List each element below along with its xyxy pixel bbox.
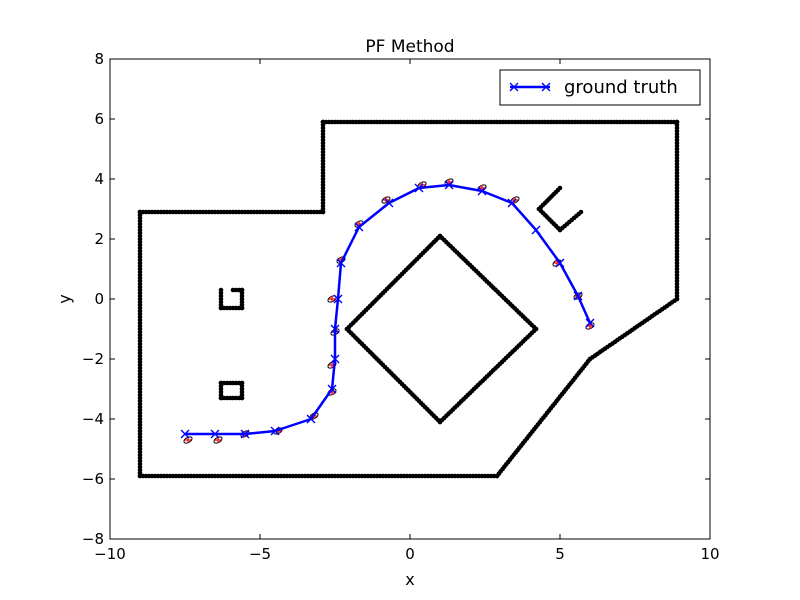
particle-estimate-mark [185, 437, 191, 443]
map-point [578, 209, 584, 215]
chart-title: PF Method [365, 37, 454, 57]
map-point [437, 233, 443, 239]
y-tick-label: 4 [94, 170, 104, 188]
ground-truth-point [354, 222, 364, 232]
x-tick-label: −5 [249, 545, 271, 563]
y-tick-label: −8 [82, 530, 104, 548]
ground-truth-point [585, 318, 595, 328]
map-point [137, 473, 143, 479]
map-point [218, 380, 224, 386]
ground-truth-point [210, 429, 220, 439]
x-tick-label: 0 [405, 545, 415, 563]
ground-truth-series [180, 180, 595, 439]
y-tick-label: 6 [94, 110, 104, 128]
y-tick-label: 0 [94, 290, 104, 308]
ground-truth-point [477, 186, 487, 196]
x-tick-label: −10 [94, 545, 126, 563]
ground-truth-point [384, 198, 394, 208]
y-tick-label: −6 [82, 470, 104, 488]
legend-marker-swatch [509, 82, 551, 92]
ground-truth-point [555, 258, 565, 268]
ground-truth-point [336, 258, 346, 268]
axis-ticks: −10 −5 0 5 10 −8 −6 −4 −2 0 2 4 6 8 [82, 50, 720, 563]
legend: ground truth [499, 69, 701, 106]
ground-truth-point [330, 324, 340, 334]
ground-truth-point [327, 384, 337, 394]
ground-truth-point [531, 225, 541, 235]
ground-truth-point [306, 414, 316, 424]
ground-truth-point [330, 354, 340, 364]
ground-truth-point [507, 198, 517, 208]
ground-truth-point [573, 291, 583, 301]
map-obstacle-points [137, 119, 680, 479]
y-tick-label: −2 [82, 350, 104, 368]
ground-truth-point [180, 429, 190, 439]
x-tick-label: 5 [555, 545, 565, 563]
particle-ellipse [213, 436, 223, 444]
ground-truth-point [240, 429, 250, 439]
y-tick-label: −4 [82, 410, 104, 428]
legend-label-ground-truth: ground truth [564, 77, 678, 98]
ground-truth-point [270, 426, 280, 436]
y-axis-label: y [55, 294, 74, 303]
particle-estimate-mark [587, 323, 593, 329]
ground-truth-point [414, 183, 424, 193]
ground-truth-line [185, 183, 592, 436]
particle-ellipse [183, 436, 193, 444]
ground-truth-point [333, 294, 343, 304]
y-tick-label: 2 [94, 230, 104, 248]
x-axis-label: x [405, 570, 414, 589]
particle-estimate-mark [329, 296, 335, 302]
x-tick-label: 10 [700, 545, 719, 563]
ground-truth-point [444, 180, 454, 190]
y-tick-label: 8 [94, 50, 104, 68]
map-point [218, 287, 224, 293]
particle-estimate-mark [215, 437, 221, 443]
